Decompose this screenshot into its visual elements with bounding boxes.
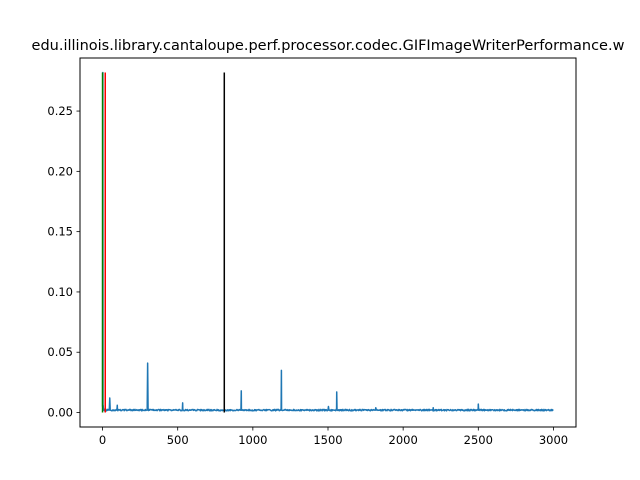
x-tick-label: 1000 (238, 433, 267, 447)
x-tick-label: 2000 (389, 433, 418, 447)
y-tick-label: 0.25 (47, 104, 73, 118)
y-tick-label: 0.10 (47, 285, 73, 299)
y-tick-label: 0.05 (47, 345, 73, 359)
y-tick-label: 0.15 (47, 225, 73, 239)
x-tick-label: 3000 (539, 433, 568, 447)
chart-title: edu.illinois.library.cantaloupe.perf.pro… (32, 38, 625, 54)
x-tick-label: 0 (99, 433, 106, 447)
y-tick-label: 0.00 (47, 406, 73, 420)
y-tick-label: 0.20 (47, 164, 73, 178)
x-tick-label: 500 (167, 433, 189, 447)
x-tick-label: 1500 (313, 433, 342, 447)
plot-area (80, 58, 576, 427)
x-tick-label: 2500 (464, 433, 493, 447)
